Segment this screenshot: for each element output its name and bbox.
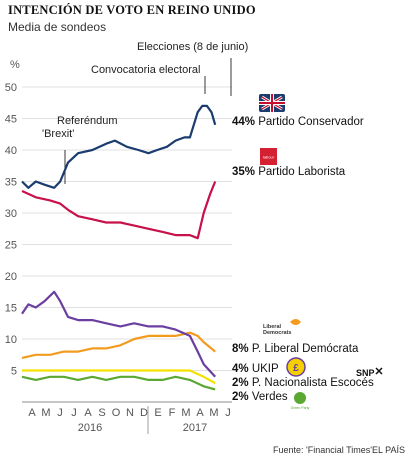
elecciones-label: Elecciones (8 de junio) [137, 41, 248, 53]
year-label: 2016 [78, 422, 102, 434]
labour-logo-text: labour [263, 155, 275, 160]
y-axis-label: % [10, 59, 20, 71]
x-tick-label: S [98, 407, 105, 419]
x-tick-label: F [169, 407, 176, 419]
year-label: 2017 [183, 422, 207, 434]
y-tick-label: 30 [5, 208, 17, 220]
series-name: P. Nacionalista Escocés [249, 377, 374, 389]
x-tick-label: M [209, 407, 218, 419]
series-name: Partido Laborista [255, 166, 346, 178]
x-tick-label: E [154, 407, 161, 419]
series-label-4: 2% P. Nacionalista Escocés [232, 377, 374, 389]
x-tick-label: M [181, 407, 190, 419]
x-tick-label: D [140, 407, 148, 419]
series-label-1: 35% Partido Laborista [232, 166, 346, 178]
series-line-2 [21, 331, 216, 359]
series-lines [21, 104, 217, 391]
series-label-0: 44% Partido Conservador [232, 116, 364, 128]
y-axis-ticks: 5 10 15 20 25 30 35 40 45 50 [5, 82, 17, 378]
series-percent: 2% [232, 377, 249, 389]
series-percent: 4% [232, 363, 249, 375]
gridlines [22, 86, 232, 371]
snp-logo: SNP [356, 367, 383, 378]
x-tick-label: O [112, 407, 121, 419]
series-labels: 44% Partido Conservador 35% Partido Labor… [232, 116, 374, 403]
y-tick-label: 5 [11, 366, 17, 378]
x-tick-label: A [196, 407, 204, 419]
x-tick-label: J [71, 407, 77, 419]
series-percent: 8% [232, 343, 249, 355]
x-tick-label: J [225, 407, 231, 419]
source-note: Fuente: 'Financial Times'. [273, 445, 374, 455]
series-line-1 [21, 181, 217, 240]
libdem-logo: Liberal Democrats [263, 319, 301, 336]
libdem-logo-text-1: Liberal [263, 324, 282, 330]
brand-name: EL PAÍS [372, 445, 405, 455]
x-tick-label: A [84, 407, 92, 419]
y-tick-label: 35 [5, 177, 17, 189]
y-tick-label: 45 [5, 114, 17, 126]
series-percent: 35% [232, 166, 255, 178]
series-line-3 [21, 290, 217, 378]
y-tick-label: 15 [5, 303, 17, 315]
series-name: Partido Conservador [255, 116, 364, 128]
series-percent: 2% [232, 391, 249, 403]
snp-logo-text: SNP [356, 368, 375, 378]
ukip-logo: £ [286, 357, 306, 377]
conservative-logo [259, 94, 285, 112]
series-name: UKIP [249, 363, 279, 375]
x-tick-label: A [28, 407, 36, 419]
libdem-logo-text-2: Democrats [263, 330, 291, 336]
y-tick-label: 20 [5, 271, 17, 283]
series-label-3: 4% UKIP [232, 363, 279, 375]
y-tick-label: 10 [5, 334, 17, 346]
labour-logo: labour [260, 148, 277, 165]
series-line-4 [22, 369, 216, 385]
greens-logo: Green Party [291, 392, 310, 410]
chart-subtitle: Media de sondeos [8, 20, 107, 34]
x-tick-label: J [57, 407, 63, 419]
greens-logo-text: Green Party [291, 406, 310, 410]
series-name: Verdes [249, 391, 288, 403]
series-line-0 [21, 104, 217, 189]
x-tick-label: N [126, 407, 134, 419]
convocatoria-label: Convocatoria electoral [91, 64, 200, 76]
y-tick-label: 25 [5, 240, 17, 252]
referendum-label-1: Referéndum [57, 115, 118, 127]
svg-text:£: £ [293, 363, 299, 374]
referendum-label-2: 'Brexit' [42, 128, 74, 140]
chart-title: INTENCIÓN DE VOTO EN REINO UNIDO [8, 3, 256, 17]
series-percent: 44% [232, 116, 255, 128]
series-name: P. Liberal Demócrata [249, 343, 359, 355]
series-label-2: 8% P. Liberal Demócrata [232, 343, 359, 355]
y-tick-label: 50 [5, 82, 17, 94]
series-line-5 [21, 375, 216, 391]
series-label-5: 2% Verdes [232, 391, 288, 403]
x-tick-label: M [41, 407, 50, 419]
y-tick-label: 40 [5, 145, 17, 157]
